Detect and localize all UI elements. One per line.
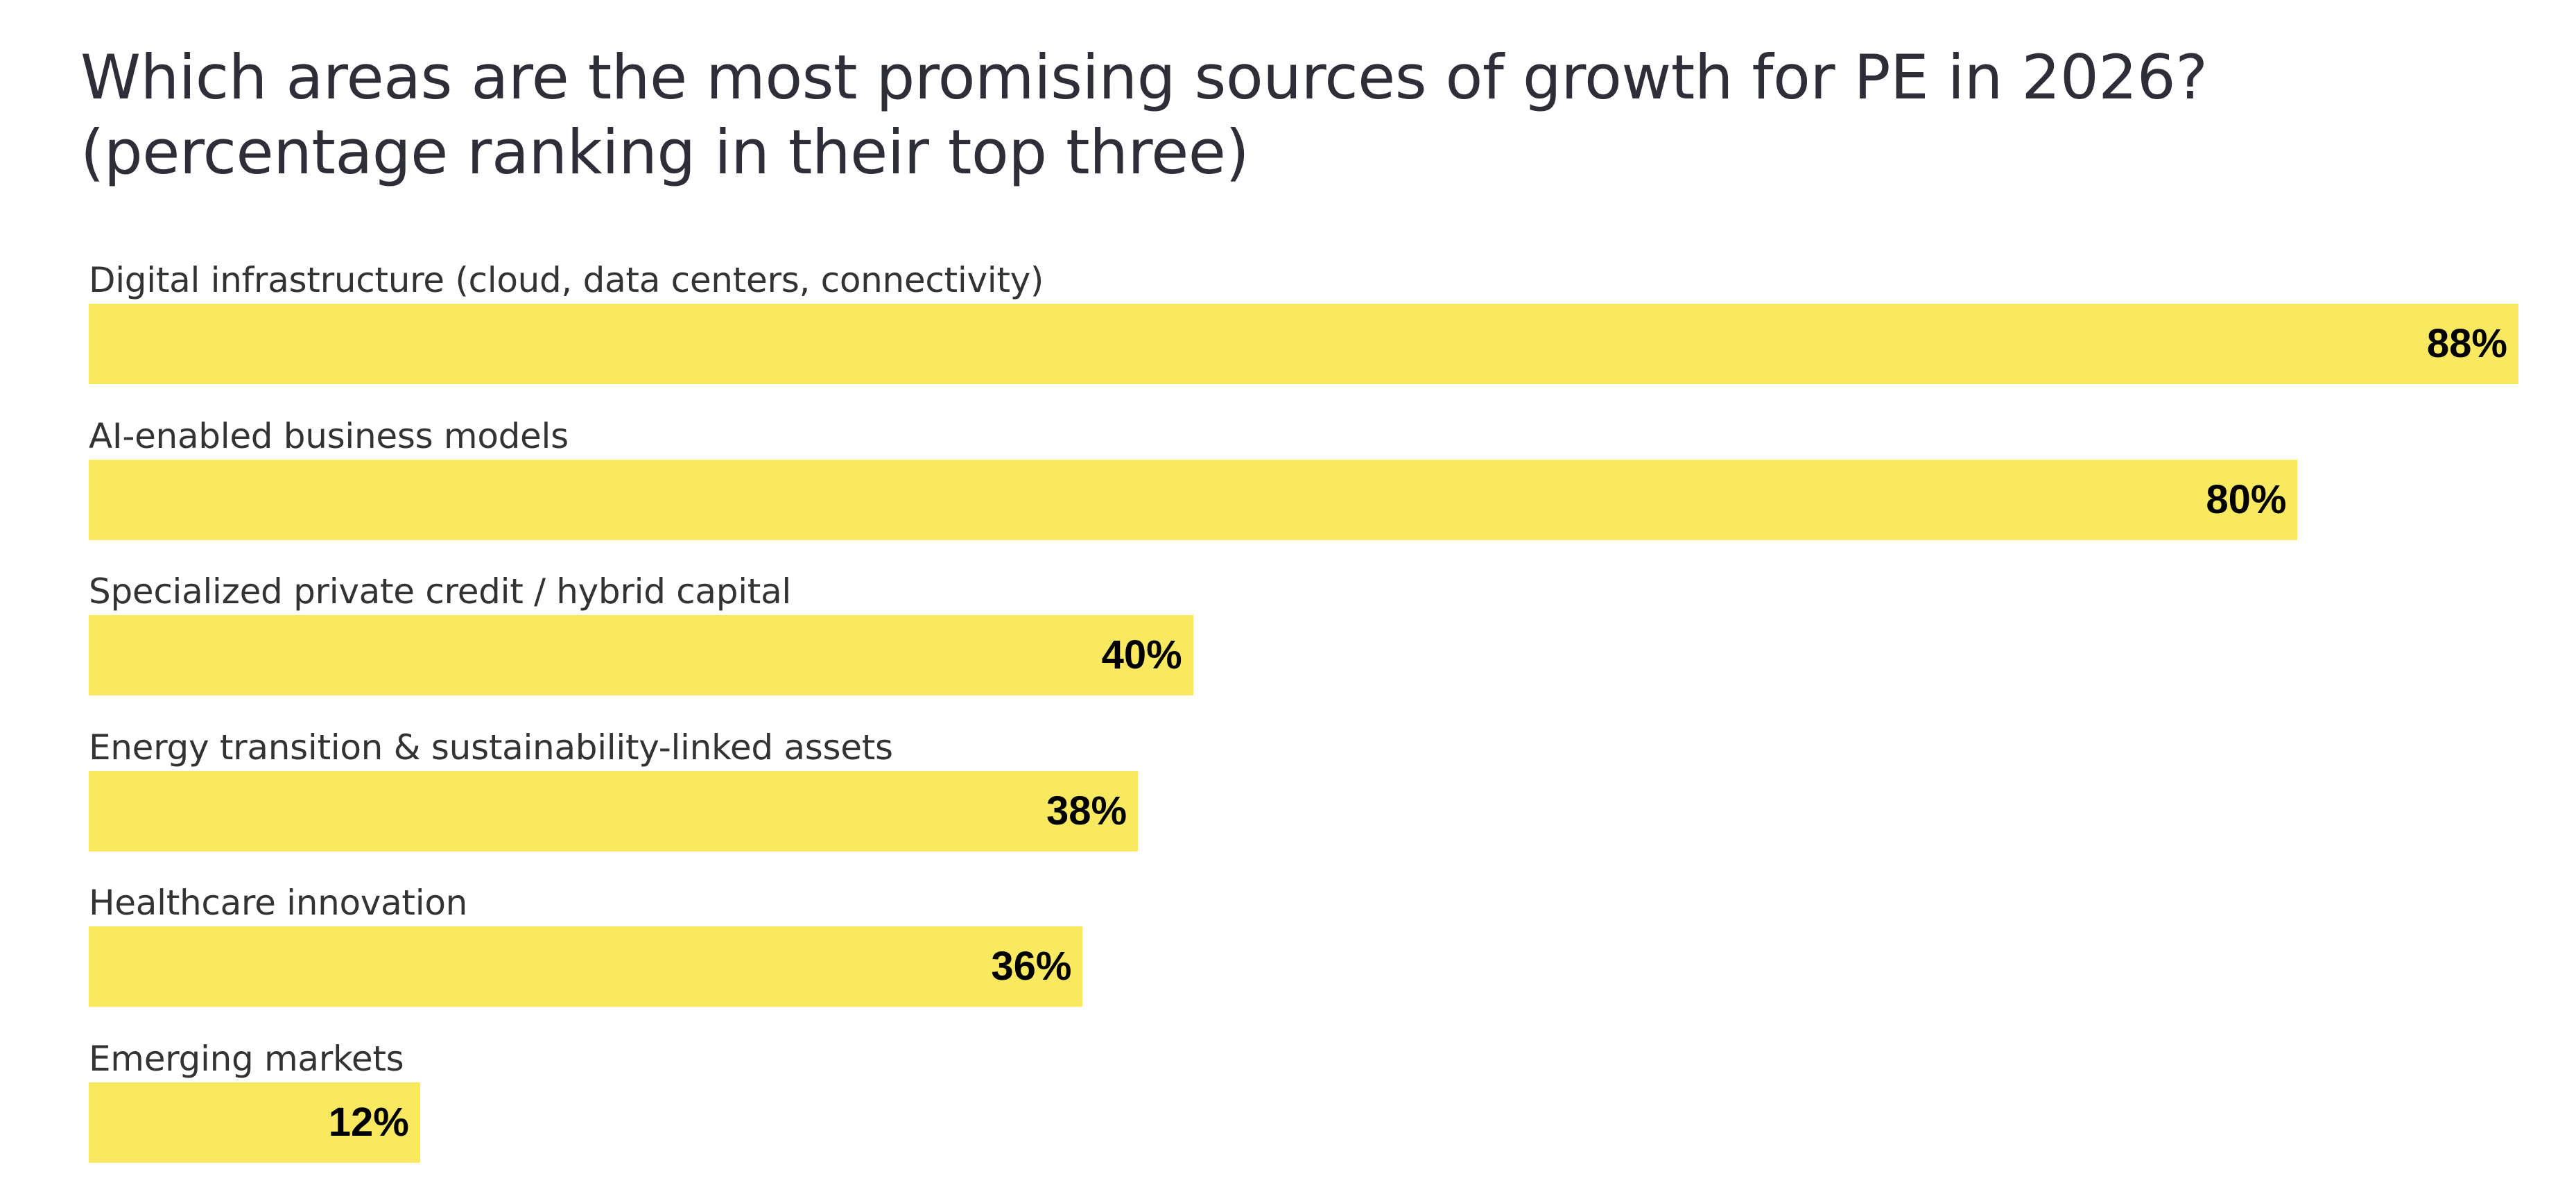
bar	[89, 304, 2518, 384]
bar	[89, 1082, 420, 1163]
bar	[89, 926, 1083, 1007]
bar	[89, 459, 2298, 540]
category-label: Healthcare innovation	[89, 883, 467, 924]
value-label: 12%	[328, 1100, 409, 1145]
category-label: Emerging markets	[89, 1039, 404, 1079]
value-label: 88%	[2426, 321, 2507, 366]
bar	[89, 770, 1139, 851]
bar	[89, 615, 1193, 696]
value-label: 80%	[2206, 476, 2287, 522]
value-label: 36%	[991, 944, 1072, 989]
value-label: 40%	[1101, 632, 1182, 678]
chart-title: Which areas are the most promising sourc…	[80, 42, 2208, 188]
category-label: Specialized private credit / hybrid capi…	[89, 571, 792, 612]
category-label: Digital infrastructure (cloud, data cent…	[89, 260, 1044, 300]
category-label: Energy transition & sustainability-linke…	[89, 727, 893, 768]
category-label: AI-enabled business models	[89, 415, 569, 456]
value-label: 38%	[1046, 788, 1127, 833]
